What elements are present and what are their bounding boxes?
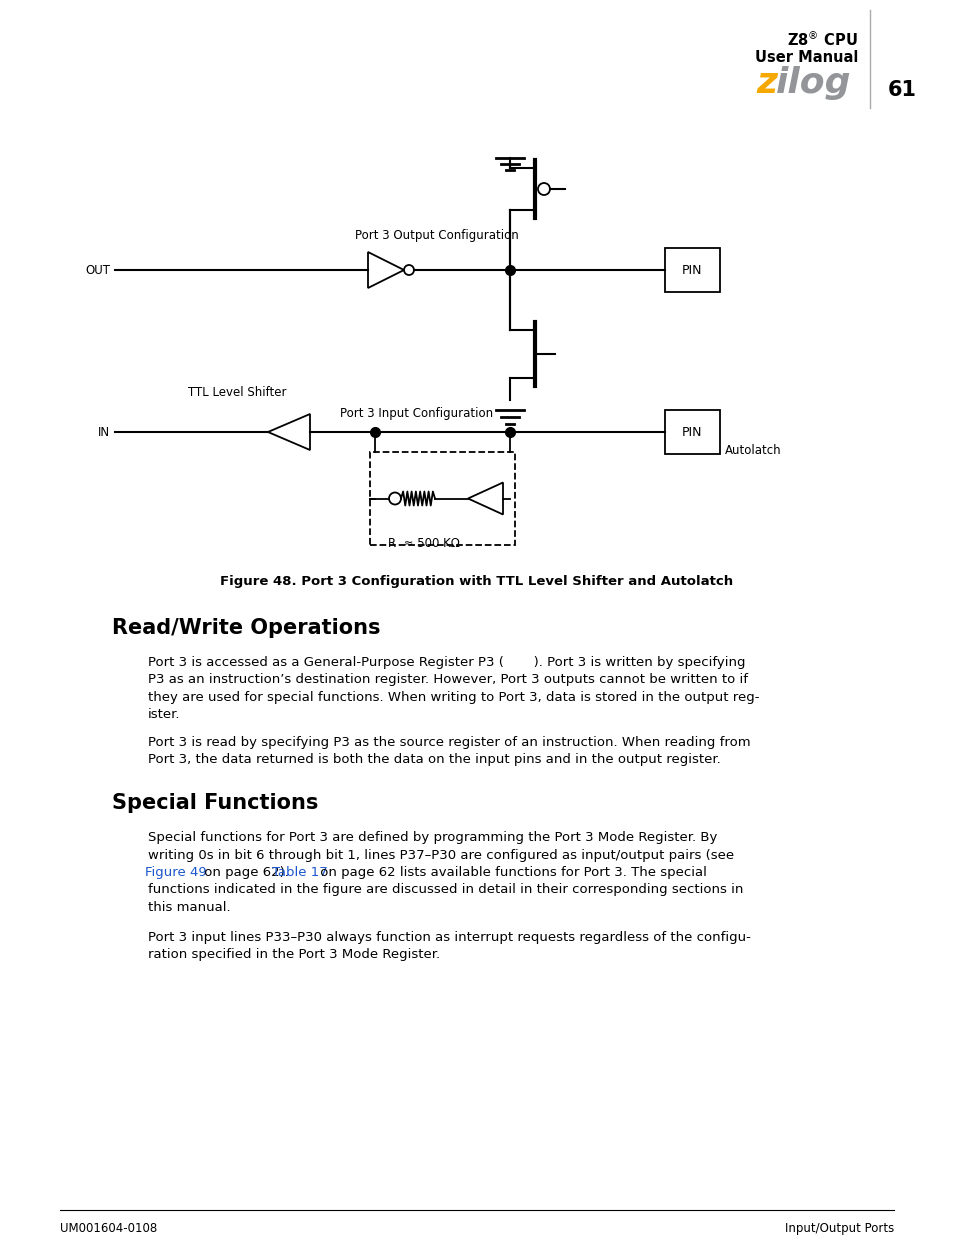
- Text: ilog: ilog: [775, 65, 851, 100]
- Text: Port 3 is accessed as a General-Purpose Register P3 (       ). Port 3 is written: Port 3 is accessed as a General-Purpose …: [148, 656, 744, 669]
- Text: Special Functions: Special Functions: [112, 793, 318, 813]
- Text: on page 62 lists available functions for Port 3. The special: on page 62 lists available functions for…: [315, 866, 706, 879]
- Text: IN: IN: [98, 426, 110, 438]
- Text: writing 0s in bit 6 through bit 1, lines P37–P30 are configured as input/output : writing 0s in bit 6 through bit 1, lines…: [148, 848, 734, 862]
- Text: they are used for special functions. When writing to Port 3, data is stored in t: they are used for special functions. Whe…: [148, 692, 759, 704]
- Text: Autolatch: Autolatch: [724, 443, 781, 457]
- Text: PIN: PIN: [681, 263, 702, 277]
- Text: Port 3 Output Configuration: Port 3 Output Configuration: [355, 228, 518, 242]
- Text: ration specified in the Port 3 Mode Register.: ration specified in the Port 3 Mode Regi…: [148, 948, 439, 961]
- Bar: [664, 248, 720, 291]
- Text: Read/Write Operations: Read/Write Operations: [112, 618, 380, 638]
- Text: PIN: PIN: [681, 426, 702, 438]
- Text: UM001604-0108: UM001604-0108: [60, 1221, 157, 1235]
- Text: functions indicated in the figure are discussed in detail in their corresponding: functions indicated in the figure are di…: [148, 883, 742, 897]
- Bar: [664, 410, 720, 454]
- Text: Port 3 input lines P33–P30 always function as interrupt requests regardless of t: Port 3 input lines P33–P30 always functi…: [148, 930, 750, 944]
- Text: Input/Output Ports: Input/Output Ports: [784, 1221, 893, 1235]
- Text: Z8$^\circledR$ CPU: Z8$^\circledR$ CPU: [786, 30, 857, 49]
- Text: R  ≈ 500 KΩ: R ≈ 500 KΩ: [388, 537, 459, 550]
- Text: 61: 61: [887, 80, 916, 100]
- Text: Port 3 is read by specifying P3 as the source register of an instruction. When r: Port 3 is read by specifying P3 as the s…: [148, 736, 750, 748]
- Text: Table 17: Table 17: [272, 866, 328, 879]
- Text: OUT: OUT: [85, 263, 110, 277]
- Text: Port 3, the data returned is both the data on the input pins and in the output r: Port 3, the data returned is both the da…: [148, 753, 720, 767]
- Text: this manual.: this manual.: [148, 902, 231, 914]
- Bar: [370, 452, 515, 545]
- Text: Port 3 Input Configuration: Port 3 Input Configuration: [339, 406, 493, 420]
- Text: on page 62).: on page 62).: [200, 866, 293, 879]
- Text: Figure 49: Figure 49: [145, 866, 207, 879]
- Text: ister.: ister.: [148, 709, 180, 721]
- Text: TTL Level Shifter: TTL Level Shifter: [188, 387, 286, 399]
- Text: z: z: [755, 65, 776, 100]
- Text: Figure 48. Port 3 Configuration with TTL Level Shifter and Autolatch: Figure 48. Port 3 Configuration with TTL…: [220, 576, 733, 588]
- Text: User Manual: User Manual: [754, 49, 857, 65]
- Text: Special functions for Port 3 are defined by programming the Port 3 Mode Register: Special functions for Port 3 are defined…: [148, 831, 717, 844]
- Text: P3 as an instruction’s destination register. However, Port 3 outputs cannot be w: P3 as an instruction’s destination regis…: [148, 673, 747, 687]
